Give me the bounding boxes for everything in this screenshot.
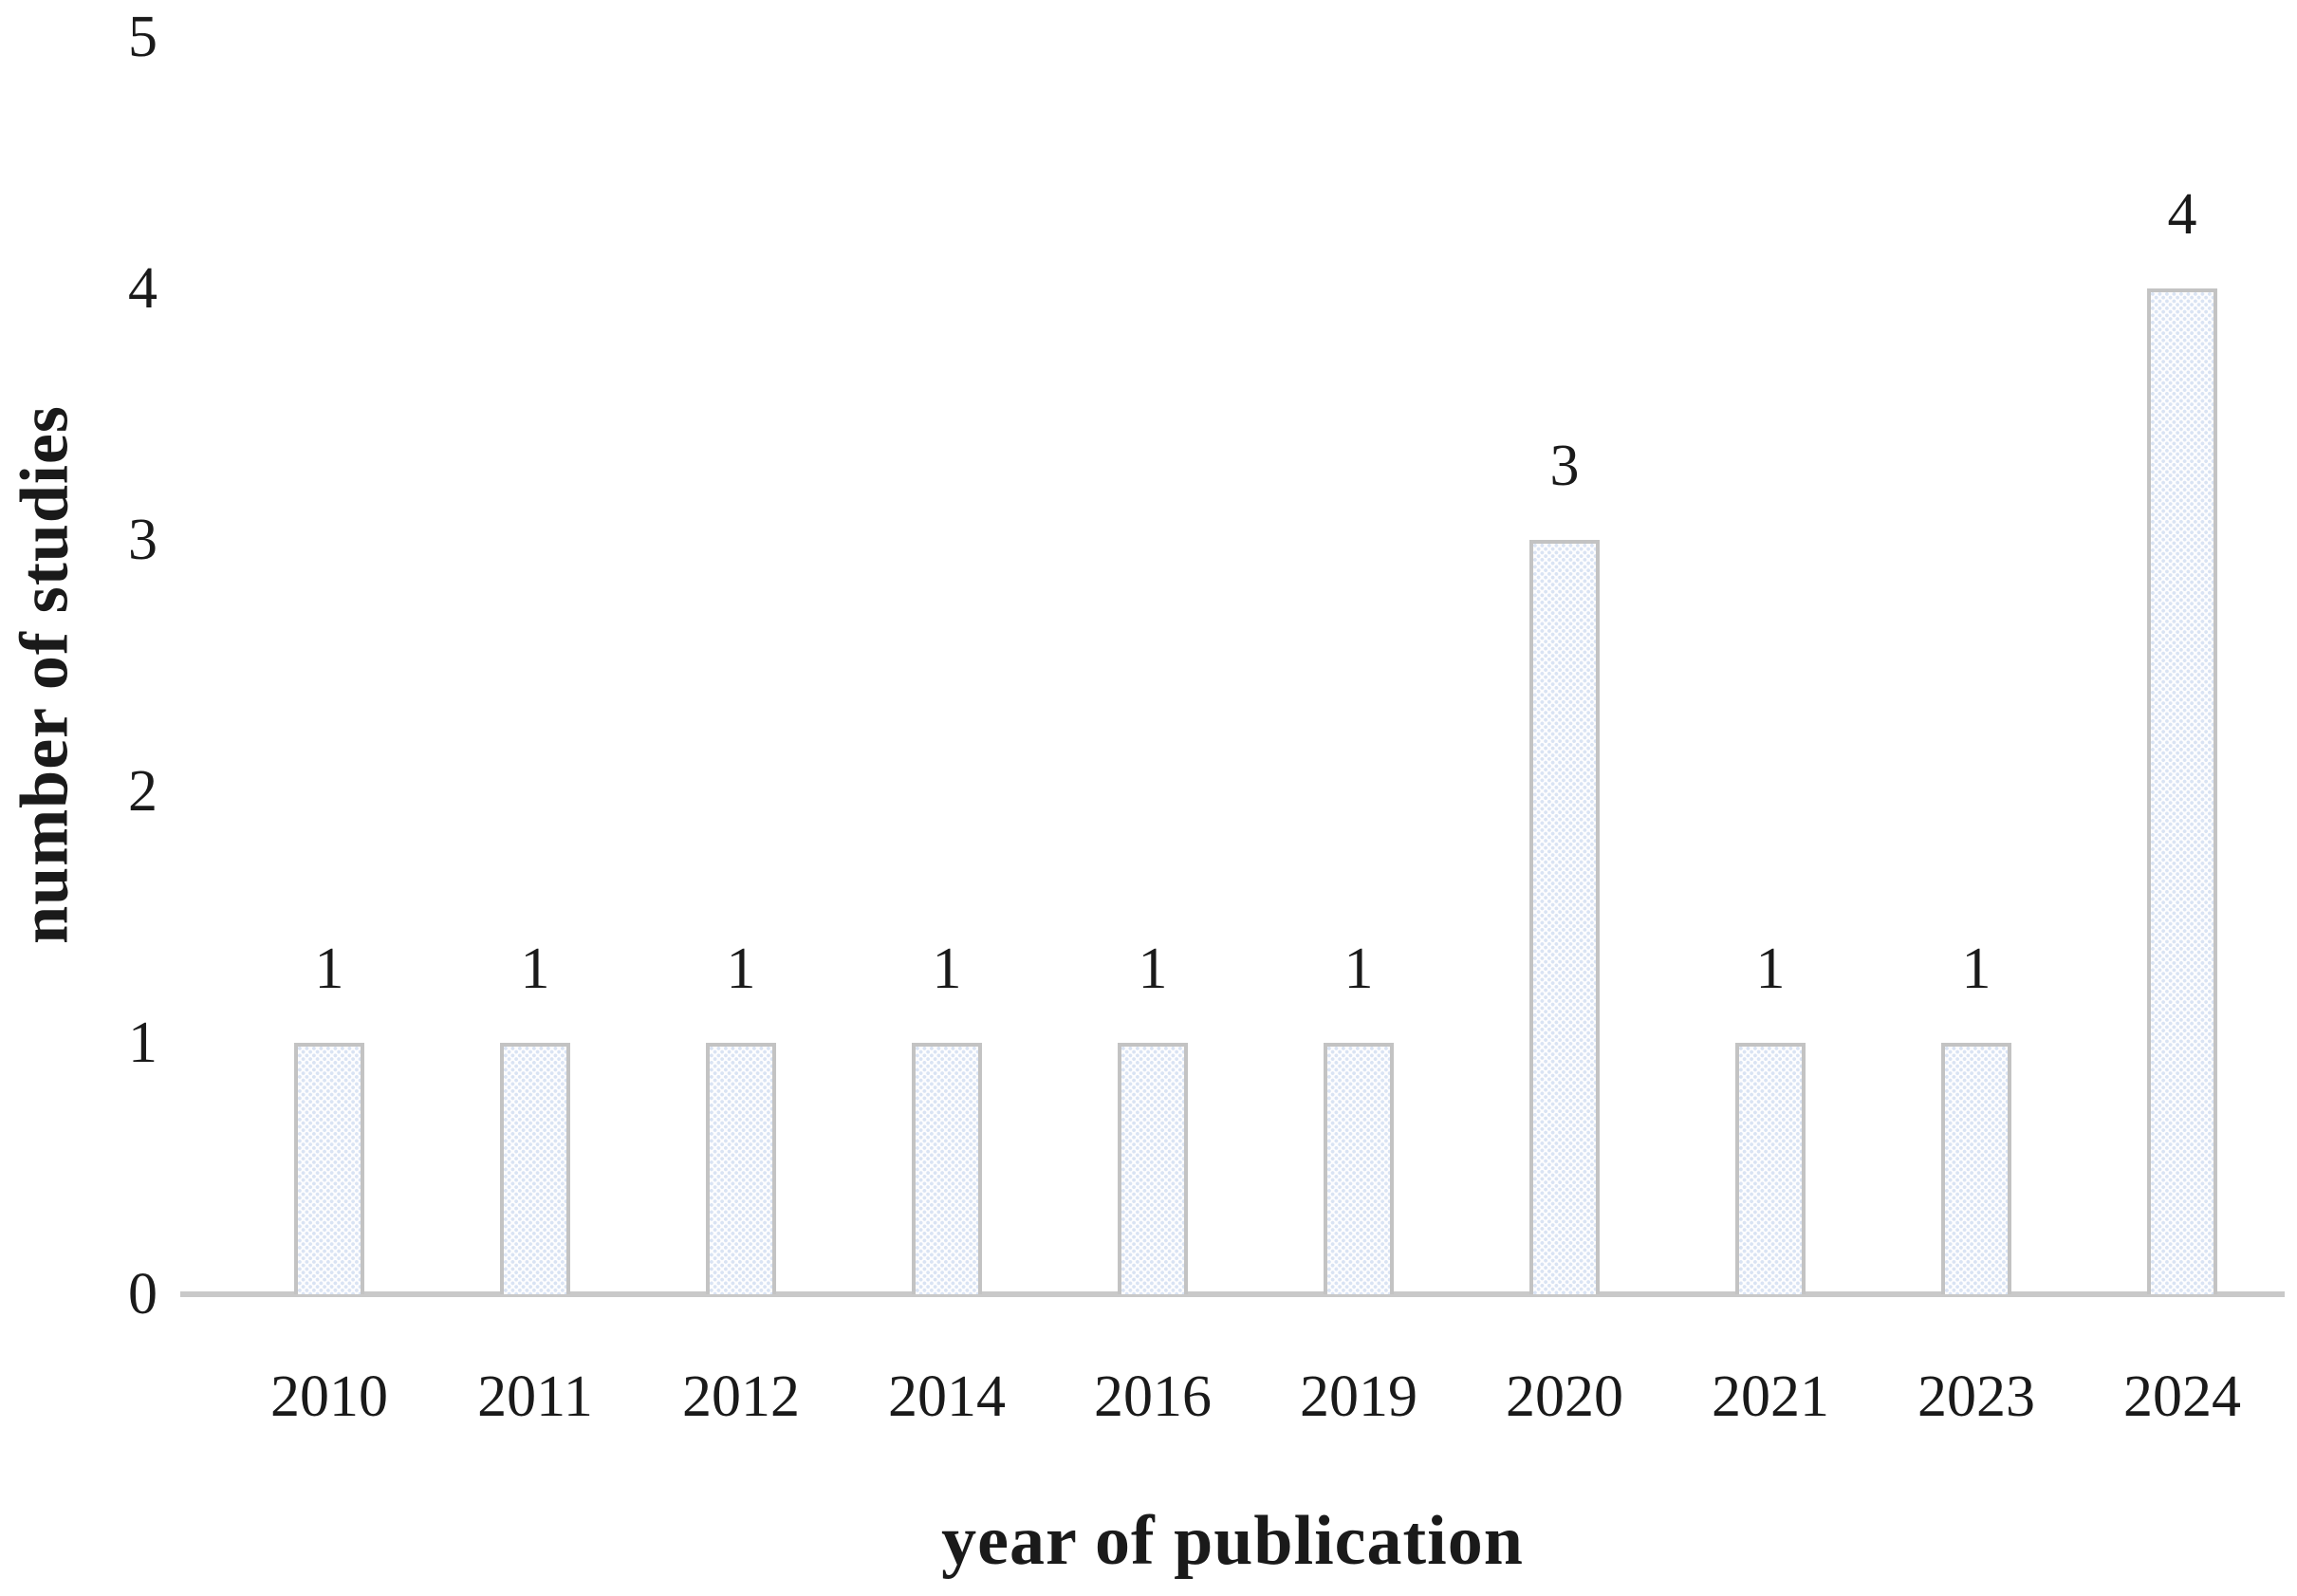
bar-value-label: 1 (726, 937, 756, 1001)
y-tick-label: 5 (128, 5, 157, 69)
bar-value-label: 3 (1549, 434, 1580, 498)
bar-value-label: 1 (1343, 937, 1374, 1001)
x-tick-label: 2010 (270, 1364, 388, 1429)
bar-2020 (1529, 540, 1600, 1294)
bar-2011 (500, 1043, 570, 1294)
x-tick-label: 2021 (1712, 1364, 1829, 1429)
bar-2012 (706, 1043, 776, 1294)
bar-value-label: 4 (2167, 182, 2197, 247)
y-tick-label: 3 (128, 508, 157, 572)
x-axis-line (180, 1291, 2285, 1297)
bar-2016 (1118, 1043, 1188, 1294)
bar-2010 (294, 1043, 364, 1294)
x-tick-label: 2019 (1300, 1364, 1417, 1429)
x-tick-label: 2024 (2123, 1364, 2241, 1429)
bar-value-label: 1 (520, 937, 550, 1001)
x-tick-label: 2014 (888, 1364, 1006, 1429)
y-tick-label: 4 (128, 256, 157, 321)
y-tick-label: 0 (128, 1262, 157, 1327)
bar-2014 (912, 1043, 982, 1294)
bar-value-label: 1 (314, 937, 344, 1001)
x-tick-label: 2012 (682, 1364, 800, 1429)
y-tick-label: 1 (128, 1011, 157, 1075)
bar-2021 (1735, 1043, 1806, 1294)
bar-2019 (1324, 1043, 1394, 1294)
x-tick-label: 2016 (1094, 1364, 1212, 1429)
bar-value-label: 1 (1755, 937, 1786, 1001)
bar-value-label: 1 (932, 937, 962, 1001)
x-tick-label: 2011 (477, 1364, 593, 1429)
bar-2024 (2147, 288, 2217, 1294)
bar-value-label: 1 (1138, 937, 1168, 1001)
x-tick-label: 2023 (1917, 1364, 2035, 1429)
y-axis-title: number of studies (6, 405, 83, 944)
x-axis-title: year of publication (941, 1502, 1524, 1580)
bar-value-label: 1 (1961, 937, 1991, 1001)
y-tick-label: 2 (128, 759, 157, 824)
x-tick-label: 2020 (1506, 1364, 1623, 1429)
bar-2023 (1941, 1043, 2011, 1294)
